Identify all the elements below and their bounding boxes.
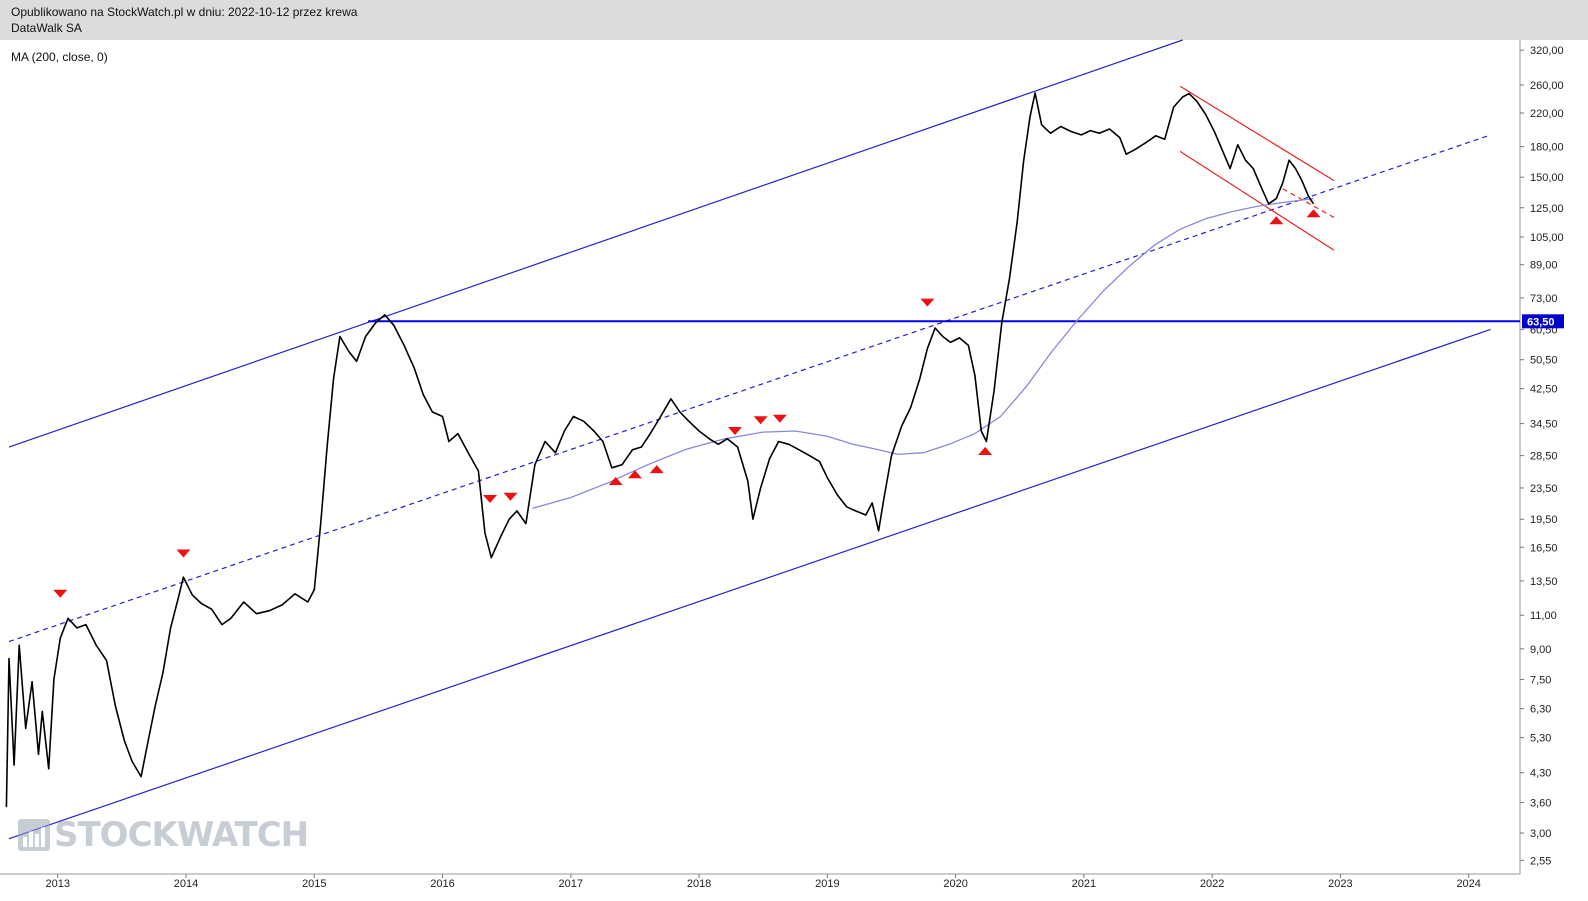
trend-line-red-lower: [1179, 150, 1335, 251]
y-tick-label: 3,00: [1530, 828, 1551, 840]
y-tick-label: 150,00: [1530, 172, 1564, 184]
x-tick-label: 2019: [815, 878, 839, 890]
moving-average: [532, 197, 1314, 510]
x-tick-label: 2013: [45, 878, 69, 890]
x-tick-label: 2021: [1072, 878, 1096, 890]
last-price-tag: [1522, 314, 1564, 329]
chart-frame: [0, 40, 1521, 875]
y-tick-label: 34,50: [1530, 419, 1558, 431]
marker-down-triangle: [772, 414, 787, 423]
x-tick-label: 2014: [174, 878, 198, 890]
x-tick-label: 2015: [302, 878, 326, 890]
y-tick-label: 23,50: [1530, 483, 1558, 495]
x-tick-label: 2022: [1200, 878, 1224, 890]
y-tick-label: 5,30: [1530, 733, 1551, 745]
marker-down-triangle: [503, 492, 518, 501]
x-tick-label: 2020: [943, 878, 967, 890]
x-tick-label: 2023: [1328, 878, 1352, 890]
bar-chart-logo-icon: [18, 819, 50, 851]
y-axis: 320,00 260,00 220,00 180,00 150,00 125,00 105,…: [1520, 45, 1564, 867]
marker-down-triangle: [727, 427, 742, 436]
y-tick-label: 16,50: [1530, 542, 1558, 554]
y-tick-label: 2,55: [1530, 855, 1551, 867]
x-axis: 2013 2014 2015 2016 2017 2018 2019 2020 2021 2022…: [45, 874, 1481, 890]
y-tick-label: 180,00: [1530, 142, 1564, 154]
price-series: [5, 92, 1315, 808]
y-tick-label: 42,50: [1530, 384, 1558, 396]
y-tick-label: 50,50: [1530, 355, 1558, 367]
y-tick-label: 11,00: [1530, 610, 1557, 622]
indicator-label: MA (200, close, 0): [11, 50, 108, 64]
x-tick-label: 2024: [1456, 878, 1480, 890]
marker-down-triangle: [482, 495, 497, 504]
y-tick-label: 4,30: [1530, 768, 1551, 780]
marker-up-triangle: [608, 476, 623, 485]
marker-down-triangle: [920, 298, 935, 307]
y-tick-label: 89,00: [1530, 260, 1558, 272]
x-tick-label: 2018: [687, 878, 711, 890]
stockwatch-watermark: STOCKWATCH: [18, 815, 309, 855]
last-price-tag-label: 63,50: [1527, 316, 1555, 328]
y-tick-label: 3,60: [1530, 797, 1551, 809]
y-tick-label: 13,50: [1530, 576, 1558, 588]
trend-line-channel-lower: [8, 328, 1491, 840]
published-line: Opublikowano na StockWatch.pl w dniu: 20…: [11, 5, 358, 19]
trend-line-red-mid: [1282, 188, 1335, 218]
trend-line-channel-middle: [8, 134, 1491, 643]
instrument-name: DataWalk SA: [11, 21, 82, 35]
marker-up-triangle: [1306, 209, 1321, 218]
y-tick-label: 7,50: [1530, 674, 1551, 686]
trend-lines: [8, 39, 1520, 840]
y-tick-label: 320,00: [1530, 45, 1564, 57]
marker-up-triangle: [1269, 216, 1284, 225]
y-tick-label: 28,50: [1530, 451, 1558, 463]
header-bar: Opublikowano na StockWatch.pl w dniu: 20…: [0, 0, 1588, 40]
trend-line-channel-upper: [8, 39, 1183, 448]
y-tick-label: 260,00: [1530, 80, 1564, 92]
y-tick-label: 105,00: [1530, 232, 1564, 244]
marker-up-triangle: [978, 446, 993, 455]
marker-up-triangle: [649, 465, 664, 474]
x-tick-label: 2016: [430, 878, 454, 890]
x-tick-label: 2017: [559, 878, 583, 890]
y-tick-label: 6,30: [1530, 704, 1551, 716]
y-tick-label: 73,00: [1530, 293, 1558, 305]
signal-markers: [53, 209, 1321, 598]
y-tick-label: 125,00: [1530, 203, 1564, 215]
marker-down-triangle: [53, 589, 68, 598]
marker-down-triangle: [753, 416, 768, 425]
marker-down-triangle: [176, 549, 191, 558]
price-line: [5, 92, 1315, 808]
trend-line-red-upper: [1179, 85, 1335, 182]
y-tick-label: 9,00: [1530, 644, 1551, 656]
ma-200-line: [532, 197, 1314, 510]
marker-up-triangle: [627, 470, 642, 479]
y-tick-label: 220,00: [1530, 108, 1564, 120]
y-tick-label: 19,50: [1530, 514, 1558, 526]
watermark-text: STOCKWATCH: [54, 815, 309, 855]
